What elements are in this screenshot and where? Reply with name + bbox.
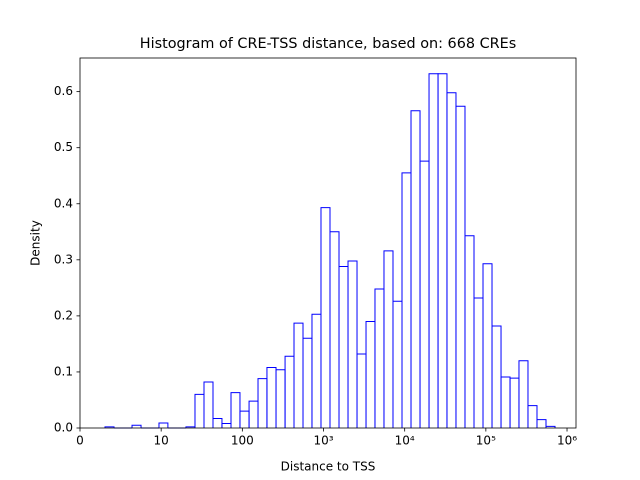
y-tick-label: 0.5 bbox=[54, 140, 73, 154]
x-tick-label: 10³ bbox=[313, 434, 333, 448]
y-tick-label: 0.3 bbox=[54, 252, 73, 266]
histogram-bin bbox=[518, 360, 529, 428]
chart-title: Histogram of CRE-TSS distance, based on:… bbox=[140, 36, 516, 52]
plot-frame bbox=[79, 57, 577, 429]
y-axis-label: Density bbox=[29, 220, 43, 266]
histogram-bin bbox=[104, 426, 115, 428]
histogram-bin bbox=[545, 425, 556, 428]
y-tick-label: 0.2 bbox=[54, 308, 73, 322]
histogram-bin bbox=[527, 405, 538, 428]
y-tick-label: 0.4 bbox=[54, 196, 73, 210]
x-tick-label: 10⁶ bbox=[557, 434, 577, 448]
x-tick-label: 10 bbox=[154, 434, 169, 448]
histogram-bin bbox=[158, 422, 169, 428]
x-tick-label: 10⁵ bbox=[476, 434, 496, 448]
histogram-bin bbox=[347, 260, 358, 428]
histogram-bin bbox=[230, 392, 241, 428]
x-axis-label: Distance to TSS bbox=[281, 460, 376, 474]
y-tick-label: 0.1 bbox=[54, 364, 73, 378]
histogram-bin bbox=[131, 424, 142, 428]
x-tick-label: 0 bbox=[76, 434, 84, 448]
histogram-bin bbox=[536, 419, 547, 428]
x-tick-label: 10⁴ bbox=[395, 434, 415, 448]
x-tick-label: 100 bbox=[231, 434, 254, 448]
y-tick-label: 0.6 bbox=[54, 84, 73, 98]
y-tick-label: 0.0 bbox=[54, 421, 73, 435]
histogram-bin bbox=[203, 381, 214, 428]
